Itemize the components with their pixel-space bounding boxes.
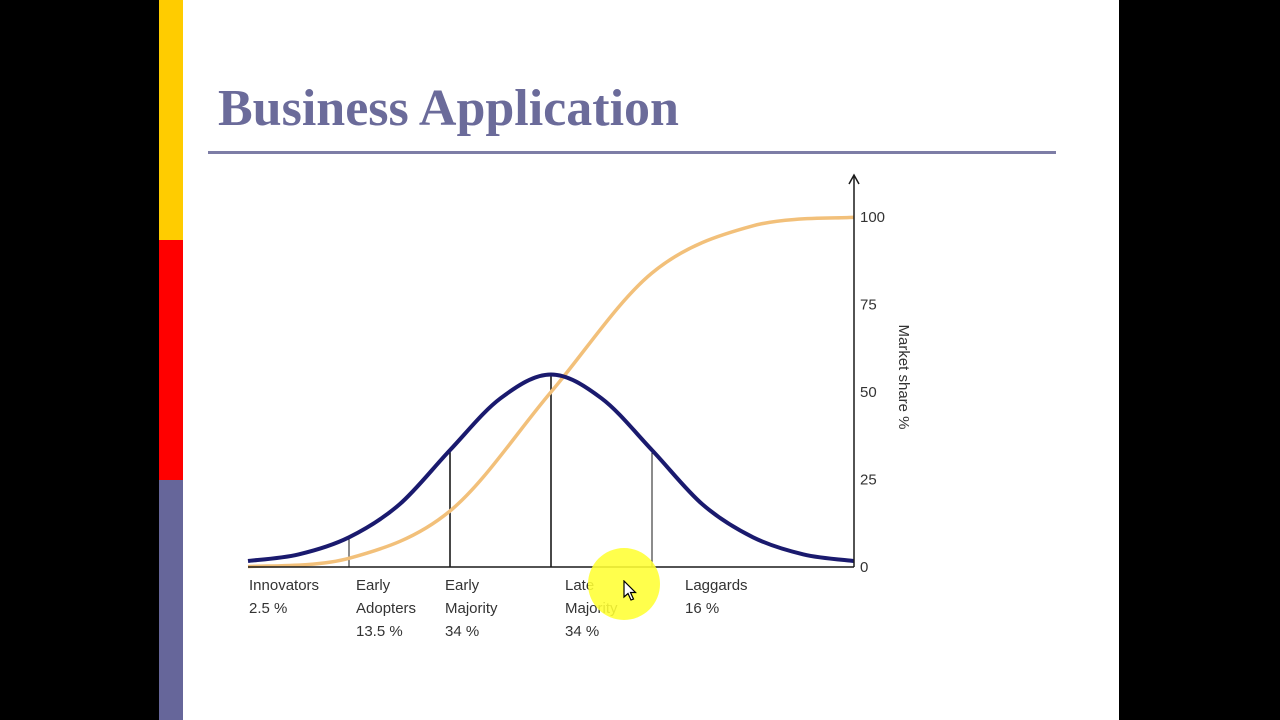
- segment-label-4-1: Late: [565, 577, 594, 594]
- diffusion-chart: 0 25 50 75 100 Market share % Innovators 2.5 …: [247, 173, 912, 640]
- segment-label-5-1: Laggards: [685, 577, 748, 594]
- y-tick-25: 25: [860, 472, 877, 489]
- segment-label-3-2: Majority: [445, 600, 498, 617]
- y-axis-arrowhead: [848, 173, 860, 185]
- accent-bar-red: [159, 240, 183, 480]
- y-tick-0: 0: [860, 559, 868, 576]
- series-bell-curve: [247, 372, 855, 563]
- segment-label-3-1: Early: [445, 577, 480, 594]
- mouse-pointer-icon: [623, 580, 637, 601]
- accent-bar-blue: [159, 480, 183, 720]
- accent-bar-yellow: [159, 0, 183, 240]
- y-tick-100: 100: [860, 209, 885, 226]
- segment-dividers: [348, 374, 653, 567]
- segment-label-2-3: 13.5 %: [356, 623, 403, 640]
- segment-label-2-1: Early: [356, 577, 391, 594]
- slide: Business Application 0 25 50 75 100 Market s…: [159, 0, 1119, 720]
- segment-label-5-2: 16 %: [685, 600, 719, 617]
- series-cumulative-s-curve: [247, 215, 855, 569]
- y-tick-75: 75: [860, 297, 877, 314]
- segment-label-1-1: Innovators: [249, 577, 319, 594]
- segment-label-4-3: 34 %: [565, 623, 599, 640]
- y-tick-labels: 0 25 50 75 100: [860, 209, 885, 576]
- slide-title: Business Application: [218, 80, 679, 137]
- segment-label-3-3: 34 %: [445, 623, 479, 640]
- segment-labels: Innovators 2.5 % Early Adopters 13.5 % Early M…: [249, 577, 748, 640]
- y-tick-50: 50: [860, 384, 877, 401]
- title-underline: [208, 151, 1056, 154]
- segment-label-1-2: 2.5 %: [249, 600, 287, 617]
- segment-label-2-2: Adopters: [356, 600, 416, 617]
- y-axis-label: Market share %: [895, 324, 912, 429]
